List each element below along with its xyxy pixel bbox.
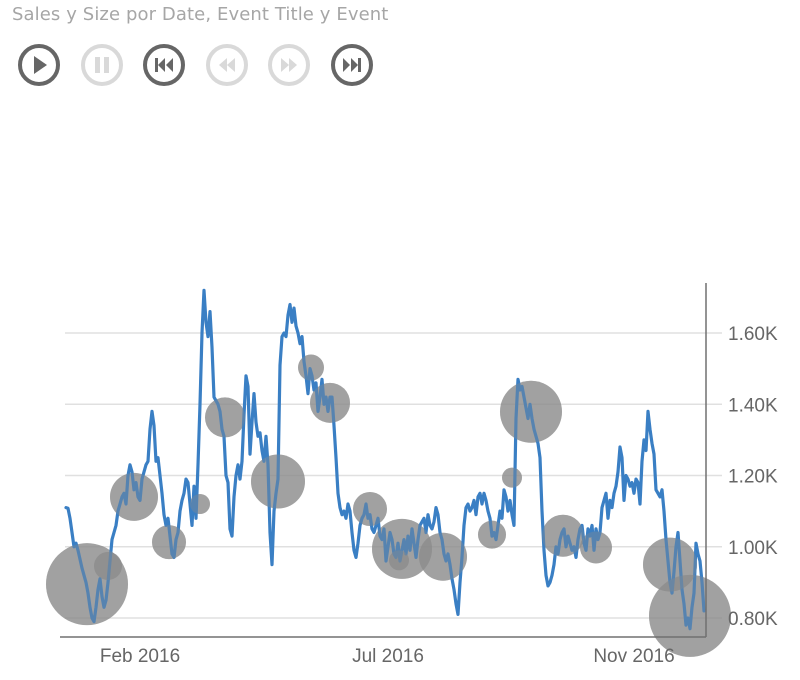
size-bubble-overlay: [310, 382, 350, 423]
pause-button[interactable]: [81, 44, 123, 86]
size-bubble-overlay: [389, 550, 409, 571]
x-tick-label: Jul 2016: [352, 646, 424, 667]
size-bubble-overlay: [542, 514, 584, 557]
step-back-button[interactable]: [206, 44, 248, 86]
size-bubble-overlay: [353, 491, 387, 526]
axes: [60, 283, 707, 638]
play-axis-controls: [0, 0, 400, 100]
size-bubble-overlay: [205, 397, 245, 438]
size-bubble-overlay: [190, 494, 210, 514]
bubble-overlay: [46, 354, 731, 657]
size-bubble-overlay: [643, 537, 697, 592]
y-tick-label: 0.80K: [728, 609, 778, 630]
size-bubble[interactable]: [502, 467, 522, 488]
y-tick-label: 1.00K: [728, 538, 778, 559]
size-bubble-overlay: [46, 543, 128, 626]
y-axis: 0.80K 1.00K 1.20K 1.40K 1.60K: [728, 324, 778, 630]
size-bubble-overlay: [110, 472, 158, 521]
size-bubble-overlay: [152, 525, 186, 560]
size-bubble-overlay: [478, 520, 506, 549]
size-bubble-overlay: [372, 518, 432, 579]
chart-title: Sales y Size por Date, Event Title y Eve…: [12, 4, 389, 25]
size-bubble-overlay: [580, 531, 612, 564]
y-tick-label: 1.20K: [728, 467, 778, 488]
rewind-icon: [219, 58, 235, 72]
skip-back-icon: [155, 58, 173, 72]
y-tick-label: 1.40K: [728, 395, 778, 416]
skip-to-start-button[interactable]: [143, 44, 185, 86]
size-bubble-overlay: [419, 532, 467, 581]
size-bubble-overlay: [94, 551, 122, 580]
size-bubble-overlay: [251, 454, 305, 509]
x-tick-label: Feb 2016: [100, 646, 180, 667]
size-bubble[interactable]: [110, 472, 158, 521]
play-button[interactable]: [18, 44, 60, 86]
size-bubble-overlay: [502, 467, 522, 488]
skip-forward-icon: [343, 58, 361, 72]
fast-forward-icon: [281, 58, 297, 72]
x-axis: Feb 2016 Jul 2016 Nov 2016: [100, 646, 675, 667]
size-bubble-overlay: [649, 574, 731, 657]
size-bubble[interactable]: [205, 397, 245, 438]
play-icon: [34, 56, 47, 74]
x-tick-label: Nov 2016: [593, 646, 674, 667]
skip-to-end-button[interactable]: [331, 44, 373, 86]
step-forward-button[interactable]: [268, 44, 310, 86]
y-tick-label: 1.60K: [728, 324, 778, 345]
pause-icon: [95, 57, 109, 73]
sales-line: [64, 288, 706, 631]
size-bubble[interactable]: [419, 532, 467, 581]
size-bubble-overlay: [298, 354, 324, 381]
size-bubble-overlay: [500, 380, 562, 443]
